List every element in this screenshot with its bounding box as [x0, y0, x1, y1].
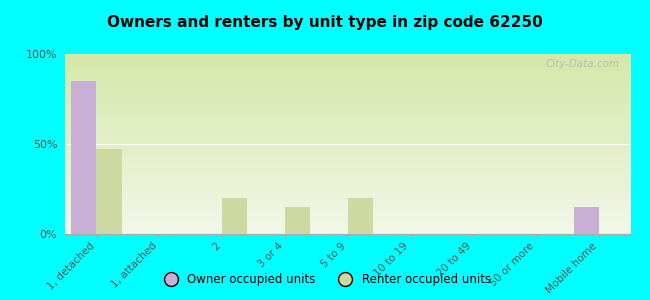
Legend: Owner occupied units, Renter occupied units: Owner occupied units, Renter occupied un… [154, 269, 496, 291]
Bar [574, 207, 599, 234]
Text: Owners and renters by unit type in zip code 62250: Owners and renters by unit type in zip c… [107, 15, 543, 30]
Bar [222, 198, 247, 234]
Bar [96, 149, 122, 234]
Text: City-Data.com: City-Data.com [545, 59, 619, 69]
Bar [72, 81, 96, 234]
Bar [285, 207, 310, 234]
Bar [348, 198, 373, 234]
